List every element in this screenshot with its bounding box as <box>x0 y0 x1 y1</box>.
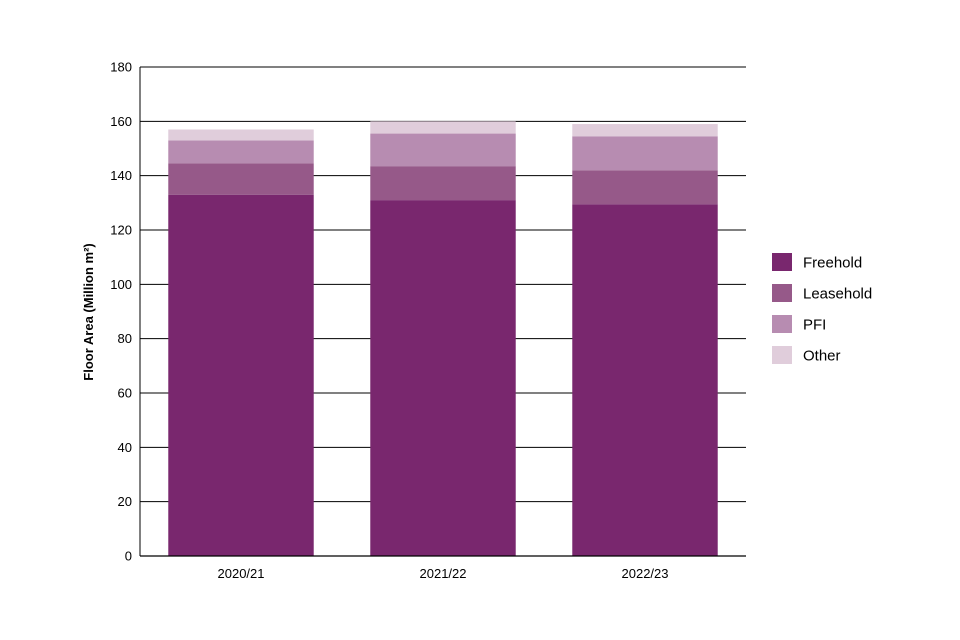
bar-pfi-3 <box>572 136 718 171</box>
legend-label-freehold: Freehold <box>803 255 862 272</box>
legend: Freehold Leasehold PFI Other <box>772 253 872 365</box>
y-tick-label: 100 <box>110 277 132 292</box>
bar-pfi-2 <box>370 133 516 167</box>
legend-swatch-leasehold <box>772 284 792 302</box>
bar-leasehold-2 <box>370 166 516 201</box>
y-tick-label: 0 <box>125 549 132 564</box>
y-tick-label: 80 <box>118 331 132 346</box>
bar-other-3 <box>572 124 718 137</box>
legend-swatch-other <box>772 346 792 364</box>
y-tick-label: 40 <box>118 440 132 455</box>
bar-freehold-2 <box>370 200 516 556</box>
bar-leasehold-3 <box>572 170 718 205</box>
y-axis-label: Floor Area (Million m²) <box>81 243 96 380</box>
legend-label-leasehold: Leasehold <box>803 286 872 303</box>
legend-swatch-freehold <box>772 253 792 271</box>
bar-pfi-1 <box>168 140 314 164</box>
y-tick-label: 120 <box>110 223 132 238</box>
y-tick-label: 20 <box>118 494 132 509</box>
x-tick-label: 2020/21 <box>218 566 265 581</box>
y-tick-labels: 0 20 40 60 80 100 120 140 160 180 <box>110 60 132 564</box>
axes <box>139 67 746 557</box>
x-tick-labels: 2020/21 2021/22 2022/23 <box>218 566 669 581</box>
bar-other-2 <box>370 121 516 134</box>
y-tick-label: 180 <box>110 60 132 75</box>
bar-freehold-1 <box>168 194 314 556</box>
y-tick-label: 140 <box>110 168 132 183</box>
y-tick-label: 160 <box>110 114 132 129</box>
legend-swatch-pfi <box>772 315 792 333</box>
bar-freehold-3 <box>572 204 718 557</box>
y-tick-label: 60 <box>118 386 132 401</box>
bar-other-1 <box>168 129 314 141</box>
bar-leasehold-1 <box>168 163 314 195</box>
bars <box>168 121 718 557</box>
x-tick-label: 2022/23 <box>622 566 669 581</box>
x-tick-label: 2021/22 <box>420 566 467 581</box>
legend-label-pfi: PFI <box>803 317 826 334</box>
legend-label-other: Other <box>803 348 841 365</box>
